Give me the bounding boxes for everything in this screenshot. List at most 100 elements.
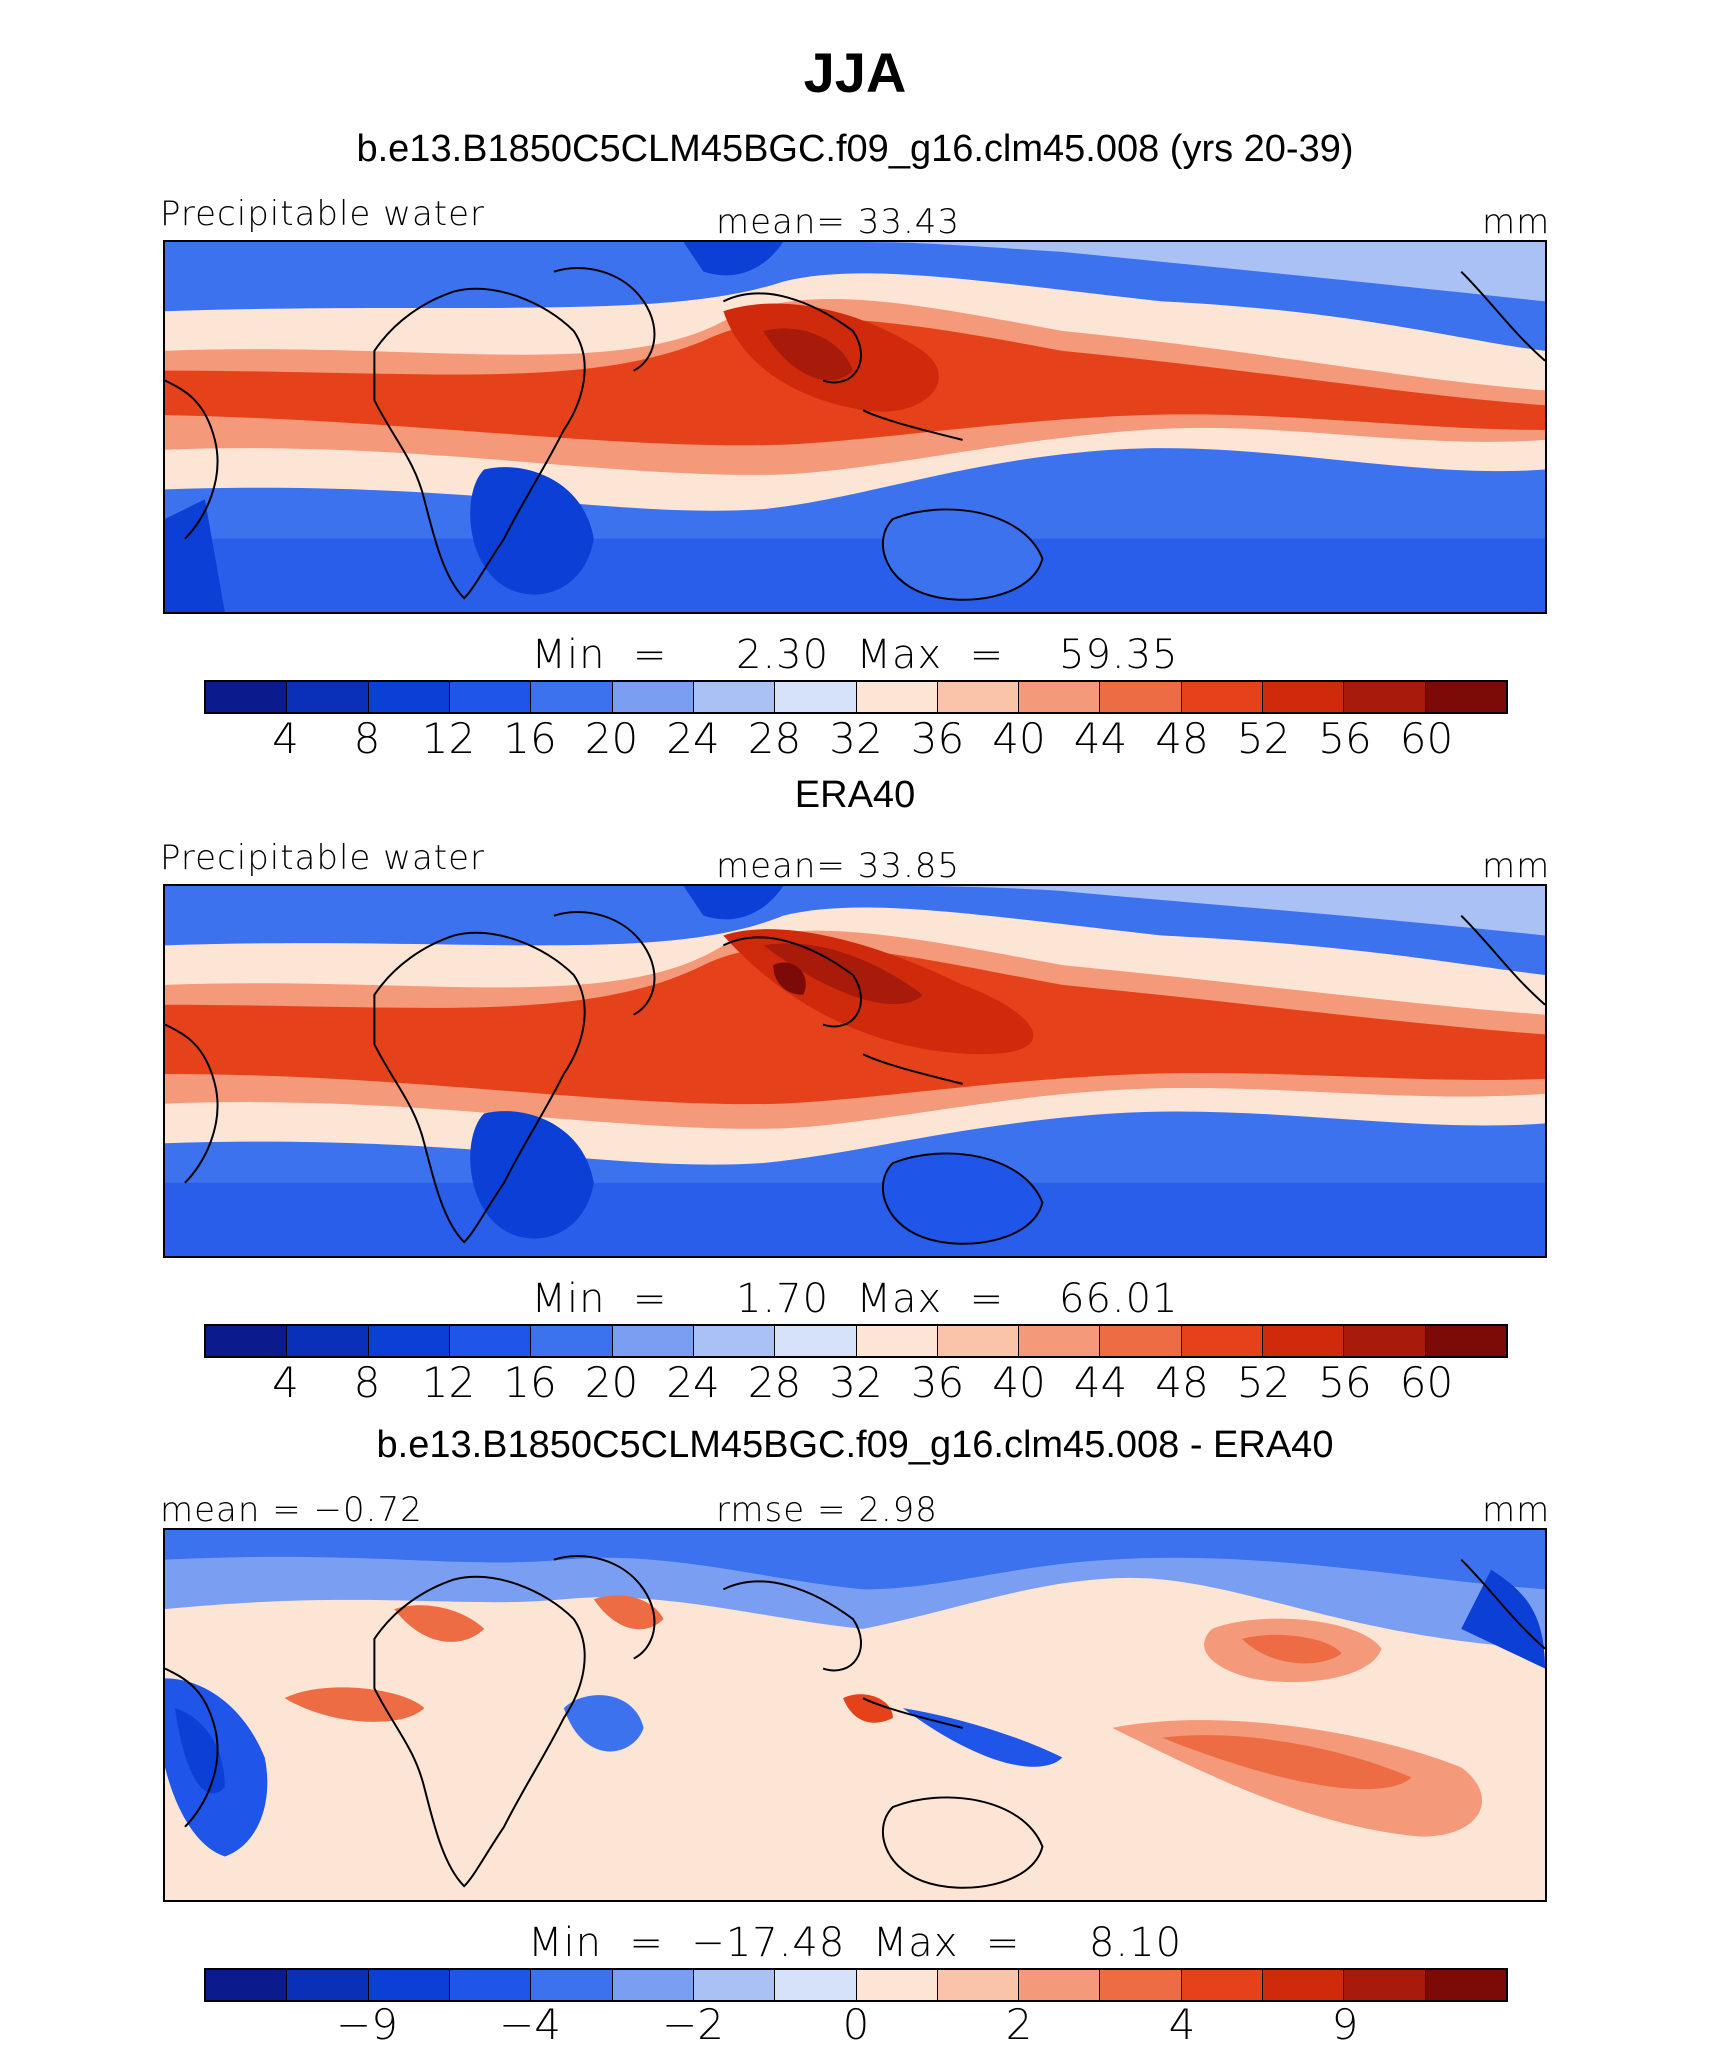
colorbar-swatch	[287, 1970, 369, 2000]
colorbar-swatch	[693, 682, 776, 712]
colorbar-tick-label: 12	[421, 1358, 476, 1407]
colorbar-swatch	[1019, 1970, 1101, 2000]
panel-2-units-label: mm	[1482, 846, 1551, 886]
panel-1-title: b.e13.B1850C5CLM45BGC.f09_g16.clm45.008 …	[356, 128, 1354, 170]
colorbar-swatch	[1181, 1970, 1264, 2000]
colorbar-swatch	[937, 682, 1020, 712]
colorbar-swatch	[693, 1970, 776, 2000]
colorbar-tick-label: 32	[829, 1358, 883, 1407]
colorbar-swatch	[206, 1970, 288, 2000]
panel-2-map	[163, 884, 1547, 1258]
colorbar-swatch	[1425, 1326, 1506, 1356]
colorbar-swatch	[449, 1970, 532, 2000]
colorbar-tick-label: 20	[584, 1358, 639, 1407]
colorbar-tick-label: 28	[747, 1358, 802, 1407]
panel-1-minmax: Min = 2.30 Max = 59.35	[531, 632, 1179, 678]
colorbar-swatch	[1181, 1326, 1264, 1356]
colorbar-swatch	[775, 1326, 857, 1356]
colorbar-swatch	[449, 1326, 532, 1356]
panel-3-title: b.e13.B1850C5CLM45BGC.f09_g16.clm45.008 …	[376, 1424, 1334, 1466]
colorbar-tick-label: 9	[1331, 2000, 1359, 2049]
panel-3-colorbar-ticks: −9 −4 −2 0 2 4 9	[204, 2000, 1508, 2049]
colorbar-swatch	[531, 682, 613, 712]
colorbar-tick-label: 0	[842, 2000, 870, 2049]
panel-3-rmse-label: rmse = 2.98	[716, 1490, 938, 1530]
colorbar-tick-label: 40	[992, 714, 1046, 763]
colorbar-swatch	[1263, 1970, 1345, 2000]
colorbar-swatch	[856, 682, 938, 712]
colorbar-swatch	[1344, 1326, 1426, 1356]
panel-1-colorbar-ticks: 4 8 12 16 20 24 28 32 36 40 44 48 52 56 60	[204, 714, 1508, 763]
colorbar-swatch	[368, 1326, 450, 1356]
figure-title: JJA	[803, 41, 907, 104]
colorbar-tick-label: 56	[1318, 1358, 1372, 1407]
colorbar-tick-label: 36	[910, 1358, 965, 1407]
colorbar-tick-label: 16	[503, 1358, 557, 1407]
panel-3-units-label: mm	[1482, 1490, 1551, 1530]
panel-2-title: ERA40	[794, 774, 916, 816]
colorbar-swatch	[937, 1970, 1020, 2000]
colorbar-swatch	[368, 682, 450, 712]
colorbar-tick-label: 12	[421, 714, 476, 763]
colorbar-swatch	[287, 1326, 369, 1356]
panel-2-colorbar	[204, 1324, 1508, 1358]
colorbar-swatch	[531, 1970, 613, 2000]
colorbar-swatch	[1100, 1326, 1182, 1356]
colorbar-tick-label: −4	[499, 2000, 561, 2049]
colorbar-tick-label: 4	[1168, 2000, 1196, 2049]
colorbar-tick-label: −2	[662, 2000, 724, 2049]
colorbar-swatch	[775, 682, 857, 712]
colorbar-tick-label: 40	[992, 1358, 1046, 1407]
colorbar-tick-label: 60	[1399, 714, 1454, 763]
colorbar-swatch	[856, 1970, 938, 2000]
colorbar-swatch	[612, 682, 694, 712]
colorbar-tick-label: 60	[1399, 1358, 1454, 1407]
colorbar-swatch	[1019, 1326, 1101, 1356]
colorbar-tick-label: 24	[666, 1358, 720, 1407]
panel-2-mean-label: mean= 33.85	[716, 846, 961, 886]
colorbar-tick-label: 8	[353, 714, 381, 763]
colorbar-tick-label: 48	[1155, 1358, 1209, 1407]
colorbar-swatch	[449, 682, 532, 712]
panel-1-colorbar	[204, 680, 1508, 714]
colorbar-swatch	[1425, 1970, 1506, 2000]
panel-1-variable-label: Precipitable water	[160, 194, 486, 234]
colorbar-swatch	[1181, 682, 1264, 712]
colorbar-swatch	[1425, 682, 1506, 712]
colorbar-tick-label: 44	[1073, 714, 1128, 763]
colorbar-tick-label: 4	[272, 714, 299, 763]
panel-1-map	[163, 240, 1547, 614]
colorbar-swatch	[775, 1970, 857, 2000]
colorbar-tick-label: 4	[272, 1358, 299, 1407]
colorbar-tick-label: 24	[666, 714, 720, 763]
colorbar-tick-label: 20	[584, 714, 639, 763]
colorbar-swatch	[612, 1326, 694, 1356]
colorbar-swatch	[1344, 682, 1426, 712]
colorbar-swatch	[368, 1970, 450, 2000]
colorbar-tick-label: 16	[503, 714, 557, 763]
panel-3-mean-label: mean = −0.72	[160, 1490, 423, 1530]
panel-2-variable-label: Precipitable water	[160, 838, 486, 878]
colorbar-tick-label: −9	[336, 2000, 398, 2049]
colorbar-swatch	[1019, 682, 1101, 712]
colorbar-swatch	[1100, 1970, 1182, 2000]
colorbar-swatch	[856, 1326, 938, 1356]
colorbar-tick-label: 2	[1005, 2000, 1033, 2049]
colorbar-tick-label: 32	[829, 714, 883, 763]
colorbar-tick-label: 56	[1318, 714, 1372, 763]
panel-3-minmax: Min = −17.48 Max = 8.10	[527, 1920, 1183, 1966]
colorbar-tick-label: 8	[353, 1358, 381, 1407]
panel-2-map-field	[165, 886, 1545, 1256]
colorbar-tick-label: 52	[1236, 714, 1291, 763]
colorbar-swatch	[206, 682, 288, 712]
colorbar-swatch	[531, 1326, 613, 1356]
colorbar-swatch	[937, 1326, 1020, 1356]
colorbar-swatch	[693, 1326, 776, 1356]
colorbar-swatch	[1100, 682, 1182, 712]
panel-2-minmax: Min = 1.70 Max = 66.01	[531, 1276, 1179, 1322]
colorbar-swatch	[1263, 1326, 1345, 1356]
colorbar-swatch	[206, 1326, 288, 1356]
panel-1-units-label: mm	[1482, 202, 1551, 242]
colorbar-tick-label: 52	[1236, 1358, 1291, 1407]
colorbar-swatch	[1263, 682, 1345, 712]
